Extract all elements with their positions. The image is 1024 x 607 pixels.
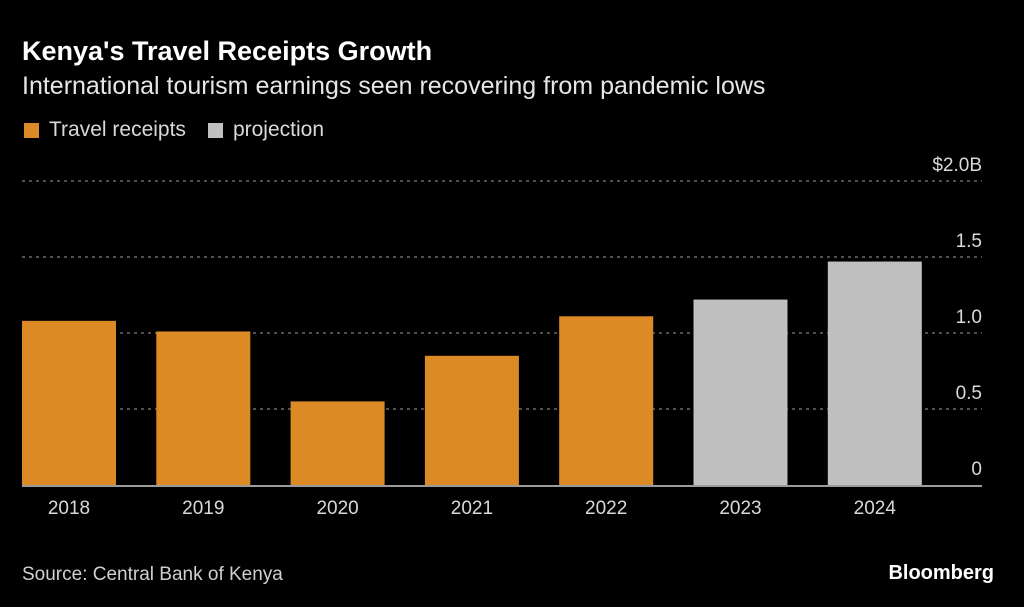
legend-item-projection: projection <box>207 118 324 142</box>
x-tick-label: 2021 <box>451 498 493 519</box>
y-tick-label: $2.0B <box>932 155 982 176</box>
legend-label-travel-receipts: Travel receipts <box>49 118 186 141</box>
x-tick-label: 2019 <box>182 498 224 519</box>
bloomberg-logo: Bloomberg <box>888 562 994 584</box>
bar-2023 <box>693 299 788 485</box>
y-tick-label: 1.0 <box>956 307 982 328</box>
y-tick-label: 1.5 <box>956 231 982 252</box>
bar-2022 <box>559 316 654 485</box>
x-tick-label: 2024 <box>854 498 897 519</box>
bar-2018 <box>22 320 116 485</box>
bar-2020 <box>290 401 385 485</box>
chart-subtitle: International tourism earnings seen reco… <box>22 72 766 100</box>
legend-swatch-projection <box>207 122 223 138</box>
bar-2019 <box>156 331 251 485</box>
legend-item-travel-receipts: Travel receipts <box>24 118 186 142</box>
legend-swatch-travel-receipts <box>24 122 39 138</box>
y-tick-label: 0 <box>971 459 982 480</box>
bar-2024 <box>827 261 922 485</box>
x-tick-label: 2022 <box>585 498 627 519</box>
legend-label-projection: projection <box>232 118 324 141</box>
x-tick-label: 2020 <box>316 498 358 519</box>
bar-2021 <box>424 355 519 485</box>
x-tick-label: 2023 <box>719 498 761 519</box>
chart-title: Kenya's Travel Receipts Growth <box>22 36 433 66</box>
legend: Travel receipts projection <box>24 118 346 142</box>
x-tick-label: 2018 <box>48 498 90 519</box>
source-note: Source: Central Bank of Kenya <box>22 564 283 585</box>
y-tick-label: 0.5 <box>956 383 982 404</box>
